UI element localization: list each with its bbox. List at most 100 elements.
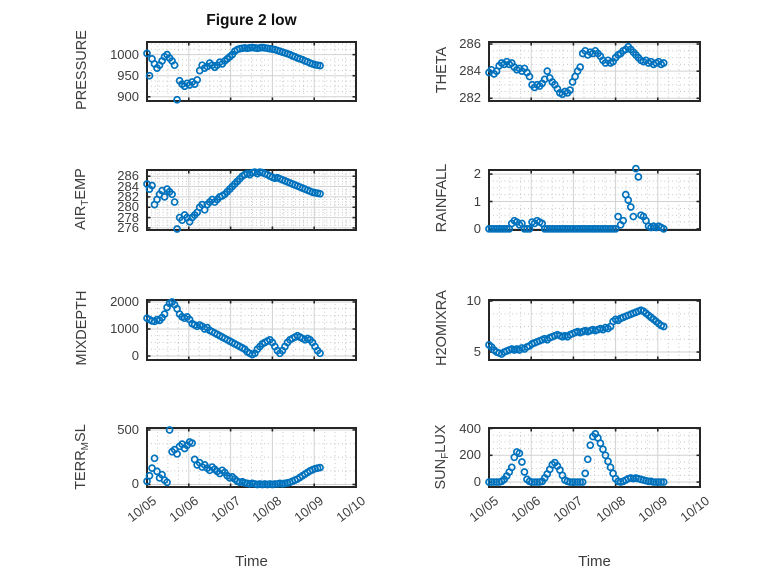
- data-marker: [213, 467, 222, 476]
- data-marker: [203, 323, 212, 332]
- data-marker: [530, 478, 539, 486]
- data-marker: [238, 172, 247, 181]
- data-marker: [611, 474, 620, 483]
- data-marker: [599, 56, 607, 65]
- data-marker: [578, 49, 587, 58]
- data-marker: [652, 59, 660, 67]
- data-marker: [306, 467, 314, 475]
- y-tick-label: 0: [131, 348, 139, 363]
- data-marker: [301, 470, 309, 478]
- data-marker: [599, 445, 607, 454]
- data-marker: [195, 458, 204, 467]
- data-marker: [263, 170, 272, 179]
- plot-area-AIR_TEMP: [143, 168, 357, 233]
- data-marker: [195, 321, 204, 329]
- data-marker: [266, 172, 274, 181]
- data-marker: [568, 225, 577, 233]
- data-marker: [624, 311, 633, 320]
- data-marker: [173, 95, 181, 104]
- data-marker: [502, 472, 511, 480]
- y-tick-label: 278: [117, 209, 139, 225]
- data-marker: [281, 479, 289, 488]
- data-marker: [545, 74, 554, 82]
- data-marker: [523, 343, 531, 351]
- data-marker: [248, 479, 257, 488]
- data-marker: [273, 480, 282, 488]
- data-marker: [599, 225, 607, 233]
- data-marker: [507, 59, 516, 67]
- data-marker: [316, 463, 324, 472]
- data-marker: [513, 448, 521, 456]
- y-tick-label: 0: [473, 474, 481, 490]
- data-marker: [649, 222, 658, 231]
- data-marker: [594, 434, 602, 442]
- data-marker: [153, 64, 161, 72]
- data-marker: [303, 57, 312, 66]
- data-marker: [490, 346, 498, 354]
- data-marker: [175, 310, 184, 318]
- data-marker: [507, 345, 516, 353]
- data-marker: [238, 344, 247, 352]
- data-marker: [238, 44, 247, 53]
- data-marker: [513, 218, 521, 226]
- data-marker: [637, 211, 645, 220]
- data-marker: [520, 225, 529, 233]
- data-marker: [556, 331, 564, 340]
- y-axis-label-H2OMIXRA: H2OMIXRA: [434, 290, 450, 366]
- data-marker: [250, 44, 259, 52]
- y-tick-label: 282: [117, 188, 139, 204]
- data-marker: [525, 342, 534, 350]
- data-marker: [573, 327, 582, 336]
- data-marker: [642, 216, 650, 225]
- data-marker: [563, 332, 572, 341]
- data-marker: [497, 477, 506, 486]
- data-marker: [311, 60, 319, 69]
- data-marker: [263, 44, 272, 53]
- data-marker: [611, 53, 620, 62]
- data-marker: [145, 315, 154, 324]
- data-marker: [303, 186, 312, 195]
- data-marker: [644, 477, 653, 486]
- data-marker: [163, 478, 171, 487]
- data-marker: [180, 82, 189, 91]
- data-marker: [599, 325, 607, 334]
- data-marker: [155, 61, 164, 70]
- data-marker: [576, 225, 585, 233]
- data-marker: [497, 225, 506, 233]
- data-marker: [596, 324, 605, 333]
- data-marker: [153, 195, 161, 204]
- data-marker: [604, 457, 612, 466]
- y-axis-label-THETA: THETA: [434, 46, 450, 93]
- x-tick-label: 10/06: [166, 493, 202, 525]
- data-marker: [624, 474, 633, 483]
- data-marker: [225, 52, 234, 61]
- plot-area-RAINFALL: [485, 164, 701, 233]
- data-marker: [535, 336, 544, 345]
- data-marker: [308, 465, 317, 474]
- data-marker: [530, 83, 539, 92]
- data-marker: [540, 474, 549, 482]
- data-marker: [165, 299, 174, 308]
- data-marker: [158, 313, 166, 322]
- data-marker: [293, 475, 302, 483]
- data-marker: [208, 463, 217, 471]
- data-marker: [507, 463, 516, 472]
- y-tick-label: 200: [459, 447, 481, 463]
- data-marker: [308, 60, 317, 68]
- data-marker: [316, 349, 324, 358]
- data-marker: [170, 445, 179, 454]
- data-marker: [158, 470, 166, 479]
- y-axis-label-PRESSURE: PRESSURE: [74, 29, 90, 110]
- data-marker: [550, 80, 559, 89]
- data-marker: [258, 43, 267, 52]
- data-marker: [150, 60, 159, 68]
- data-marker: [271, 342, 279, 351]
- data-marker: [185, 315, 194, 324]
- data-marker: [619, 216, 628, 225]
- data-marker: [538, 335, 547, 344]
- data-marker: [185, 438, 194, 446]
- data-marker: [629, 212, 638, 221]
- data-marker: [238, 477, 247, 486]
- y-tick-label: 5: [473, 344, 481, 360]
